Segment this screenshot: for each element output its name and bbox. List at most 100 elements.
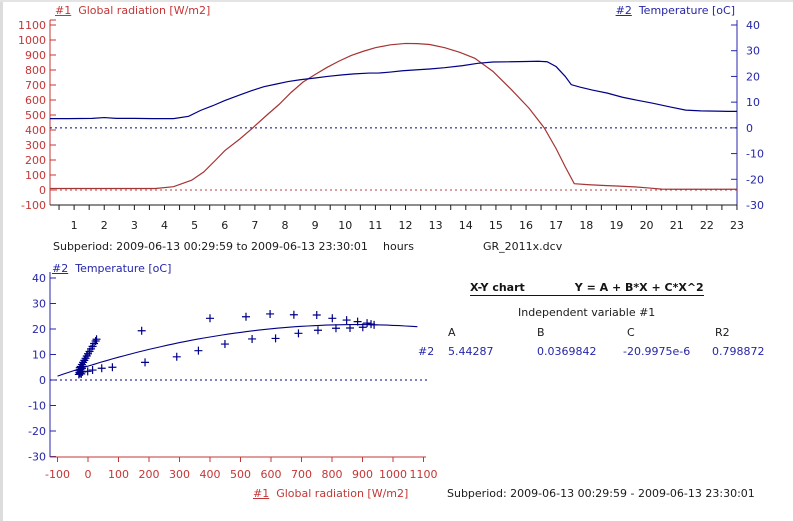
scatter-point: [345, 323, 354, 332]
channel-2-tag: #2: [52, 262, 69, 275]
svg-text:1000: 1000: [18, 34, 46, 47]
window-left-edge: [0, 0, 3, 521]
scatter-point: [294, 329, 303, 338]
col-header-a: A: [448, 326, 456, 339]
svg-text:100: 100: [108, 468, 129, 481]
scatter-point: [328, 314, 337, 323]
svg-text:600: 600: [261, 468, 282, 481]
svg-text:9: 9: [312, 219, 319, 232]
scatter-point: [97, 364, 106, 373]
svg-text:0: 0: [39, 374, 46, 387]
svg-text:8: 8: [282, 219, 289, 232]
scatter-point: [137, 326, 146, 335]
xy-chart-header: X-Y chart Y = A + B*X + C*X^2: [470, 281, 704, 296]
svg-text:500: 500: [25, 109, 46, 122]
scatter-point: [271, 334, 280, 343]
col-header-c: C: [627, 326, 635, 339]
svg-text:11: 11: [368, 219, 382, 232]
channel-1-tag: #1: [55, 4, 72, 17]
svg-text:200: 200: [25, 154, 46, 167]
scatter-point: [312, 310, 321, 319]
svg-text:16: 16: [519, 219, 533, 232]
svg-text:14: 14: [459, 219, 473, 232]
top-subperiod-text: Subperiod: 2009-06-13 00:29:59 to 2009-0…: [53, 240, 368, 253]
svg-text:10: 10: [746, 96, 760, 109]
svg-text:2: 2: [101, 219, 108, 232]
svg-text:600: 600: [25, 94, 46, 107]
scatter-point: [83, 367, 92, 376]
window-top-edge: [0, 0, 793, 2]
svg-text:200: 200: [139, 468, 160, 481]
svg-text:900: 900: [352, 468, 373, 481]
svg-text:23: 23: [730, 219, 744, 232]
svg-text:-10: -10: [28, 400, 46, 413]
fit-row-label: #2: [418, 345, 435, 358]
svg-text:100: 100: [25, 169, 46, 182]
fit-value-r2: 0.798872: [712, 345, 765, 358]
svg-text:5: 5: [191, 219, 198, 232]
regression-formula: Y = A + B*X + C*X^2: [574, 281, 704, 294]
scatter-point: [108, 363, 117, 372]
svg-text:30: 30: [746, 45, 760, 58]
scatter-point: [353, 317, 362, 326]
svg-text:800: 800: [322, 468, 343, 481]
scatter-point: [77, 360, 86, 369]
svg-text:20: 20: [640, 219, 654, 232]
svg-text:22: 22: [700, 219, 714, 232]
svg-text:12: 12: [399, 219, 413, 232]
scatter-point: [79, 358, 88, 367]
scatter-point: [88, 366, 97, 375]
svg-text:500: 500: [230, 468, 251, 481]
svg-text:21: 21: [670, 219, 684, 232]
col-header-b: B: [537, 326, 545, 339]
header-gap: [525, 281, 575, 294]
scatter-point: [331, 324, 340, 333]
svg-text:300: 300: [169, 468, 190, 481]
channel-1-tag: #1: [253, 487, 270, 500]
svg-text:1100: 1100: [18, 19, 46, 32]
scatter-point: [141, 358, 150, 367]
scatter-point: [80, 356, 89, 365]
svg-text:300: 300: [25, 139, 46, 152]
svg-text:0: 0: [85, 468, 92, 481]
svg-text:0: 0: [746, 122, 753, 135]
svg-text:800: 800: [25, 64, 46, 77]
scatter-point: [92, 335, 101, 344]
svg-text:-30: -30: [28, 451, 46, 464]
temperature-curve: [50, 60, 737, 120]
scatter-point: [76, 362, 85, 371]
scatter-point: [248, 334, 257, 343]
independent-variable-label: Independent variable #1: [518, 306, 656, 319]
svg-text:17: 17: [549, 219, 563, 232]
svg-text:-100: -100: [21, 199, 46, 212]
svg-text:-30: -30: [746, 199, 764, 212]
top-x-axis: 1 2 3 4 5 6 7 8 9 10 11 12 13 14 15 16 17 18 19 20 21 22 23: [50, 204, 744, 232]
x-unit-label: hours: [383, 240, 414, 253]
xy-chart-title: X-Y chart: [470, 281, 525, 294]
scatter-subperiod-text: Subperiod: 2009-06-13 00:29:59 - 2009-06…: [447, 487, 755, 500]
svg-text:20: 20: [32, 323, 46, 336]
svg-text:40: 40: [746, 19, 760, 32]
top-right-axis: 40 30 20 10 0 -10 -20 -30: [731, 19, 764, 212]
svg-text:18: 18: [579, 219, 593, 232]
fit-value-a: 5.44287: [448, 345, 494, 358]
scatter-point: [194, 346, 203, 355]
scatter-point: [241, 312, 250, 321]
svg-text:700: 700: [25, 79, 46, 92]
scatter-point: [289, 310, 298, 319]
svg-text:40: 40: [32, 272, 46, 285]
scatter-point: [91, 336, 100, 345]
svg-text:1100: 1100: [410, 468, 438, 481]
svg-text:10: 10: [32, 349, 46, 362]
top-chart: 110010009008007006005004003002001000-100…: [18, 19, 764, 232]
col-header-r2: R2: [715, 326, 730, 339]
svg-text:7: 7: [251, 219, 258, 232]
svg-text:6: 6: [221, 219, 228, 232]
svg-text:4: 4: [161, 219, 168, 232]
scatter-points: [74, 309, 379, 379]
svg-text:-20: -20: [28, 425, 46, 438]
